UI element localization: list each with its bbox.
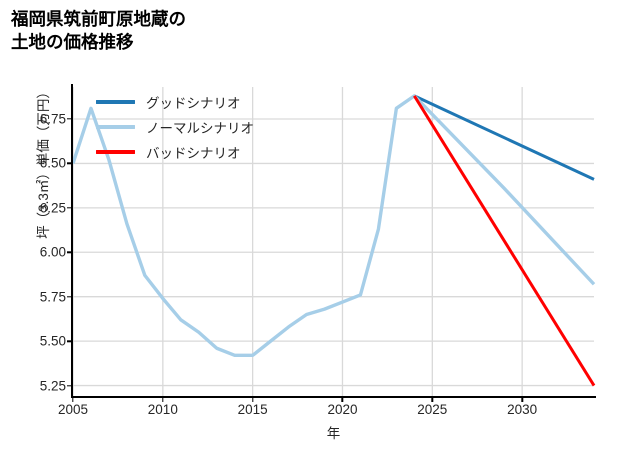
y-axis-tick-labels: 6.75 6.50 6.25 6.00 5.75 5.50 5.25: [0, 0, 66, 465]
y-tick-label: 5.75: [39, 289, 66, 305]
y-tick-mark: [67, 384, 71, 387]
series-lines: [71, 94, 596, 387]
x-tick-mark: [251, 398, 254, 402]
x-tick-label: 2025: [417, 402, 448, 417]
y-tick-label: 6.50: [39, 155, 66, 171]
x-tick-label: 2015: [237, 402, 268, 417]
plot-area: [71, 87, 596, 398]
legend-label: グッドシナリオ: [146, 96, 241, 111]
x-tick-mark: [521, 398, 523, 402]
series-line: [413, 95, 596, 387]
legend-color-swatch: [96, 149, 135, 155]
y-tick-label: 5.25: [39, 378, 66, 394]
y-tick-label: 6.25: [39, 200, 66, 216]
y-axis-title: 坪（3.3㎡）単価（万円）: [36, 85, 51, 239]
y-tick-label: 6.75: [39, 111, 66, 127]
y-tick-mark: [67, 340, 71, 342]
x-tick-mark: [341, 398, 344, 402]
legend-entry[interactable]: ノーマルシナリオ: [96, 117, 254, 137]
x-axis-title: 年: [326, 426, 341, 441]
page-title: 福岡県筑前町原地蔵の 土地の価格推移: [11, 9, 186, 53]
chart-legend: グッドシナリオ ノーマルシナリオ バッドシナリオ: [96, 92, 254, 162]
legend-entry[interactable]: グッドシナリオ: [96, 92, 254, 112]
y-tick-mark: [67, 207, 71, 209]
legend-label: ノーマルシナリオ: [146, 121, 254, 136]
y-tick-label: 6.00: [39, 244, 66, 260]
y-tick-mark: [67, 162, 71, 165]
x-tick-label: 2030: [507, 402, 538, 417]
x-tick-label: 2010: [147, 402, 178, 417]
x-tick-label: 2020: [327, 402, 358, 417]
legend-entry[interactable]: バッドシナリオ: [96, 142, 254, 162]
y-tick-mark: [67, 251, 71, 253]
y-tick-mark: [67, 295, 71, 298]
y-axis-spine: [71, 84, 74, 398]
x-axis-spine: [71, 396, 596, 399]
legend-color-swatch: [96, 124, 135, 130]
y-tick-label: 5.50: [39, 333, 66, 349]
series-line: [413, 94, 595, 181]
y-tick-mark: [67, 118, 71, 120]
x-tick-mark: [72, 398, 74, 402]
x-tick-mark: [431, 398, 433, 402]
x-tick-label: 2005: [57, 402, 89, 417]
legend-color-swatch: [96, 99, 135, 105]
x-tick-mark: [162, 398, 164, 402]
series-line: [71, 94, 596, 358]
legend-label: バッドシナリオ: [146, 146, 241, 161]
